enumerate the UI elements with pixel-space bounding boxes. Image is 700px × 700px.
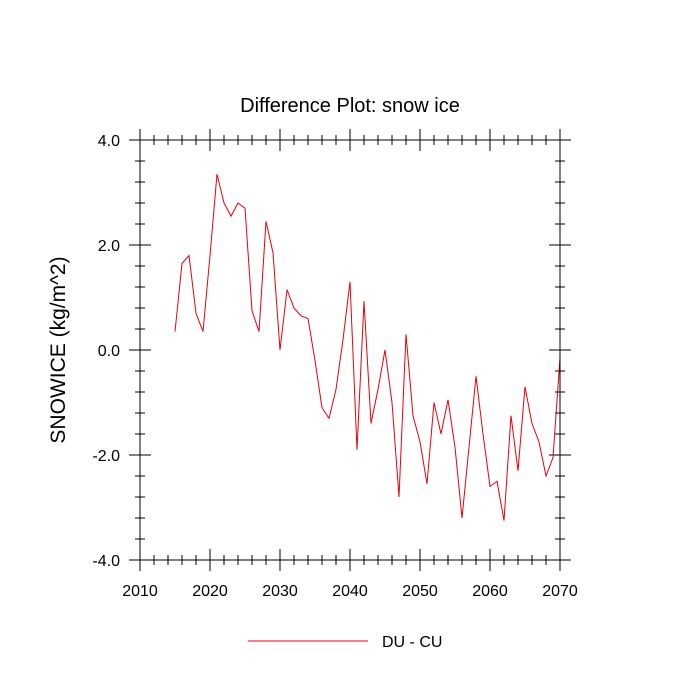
y-axis-label: SNOWICE (kg/m^2) [47,256,70,443]
x-tick-label: 2020 [192,583,228,600]
x-tick-labels: 2010 2020 2030 2040 2050 2060 2070 [122,583,578,600]
x-tick-label: 2010 [122,583,158,600]
y-major-ticks [129,139,571,561]
x-tick-label: 2070 [542,583,578,600]
x-major-ticks [139,129,561,571]
chart-title: Difference Plot: snow ice [240,95,460,117]
x-minor-ticks [153,135,547,565]
series-group [174,174,561,521]
y-minor-ticks [135,160,565,540]
legend-label: DU - CU [382,634,442,651]
x-tick-label: 2040 [332,583,368,600]
x-tick-label: 2050 [402,583,438,600]
x-tick-label: 2030 [262,583,298,600]
y-tick-labels: -4.0 -2.0 0.0 2.0 4.0 [92,133,120,570]
series-line [174,174,561,521]
plot-frame [139,139,561,561]
x-tick-label: 2060 [472,583,508,600]
y-tick-label: -2.0 [92,448,120,465]
legend: DU - CU [248,634,442,651]
y-tick-label: 2.0 [98,238,120,255]
y-tick-label: 0.0 [98,343,120,360]
y-tick-label: -4.0 [92,553,120,570]
y-tick-label: 4.0 [98,133,120,150]
